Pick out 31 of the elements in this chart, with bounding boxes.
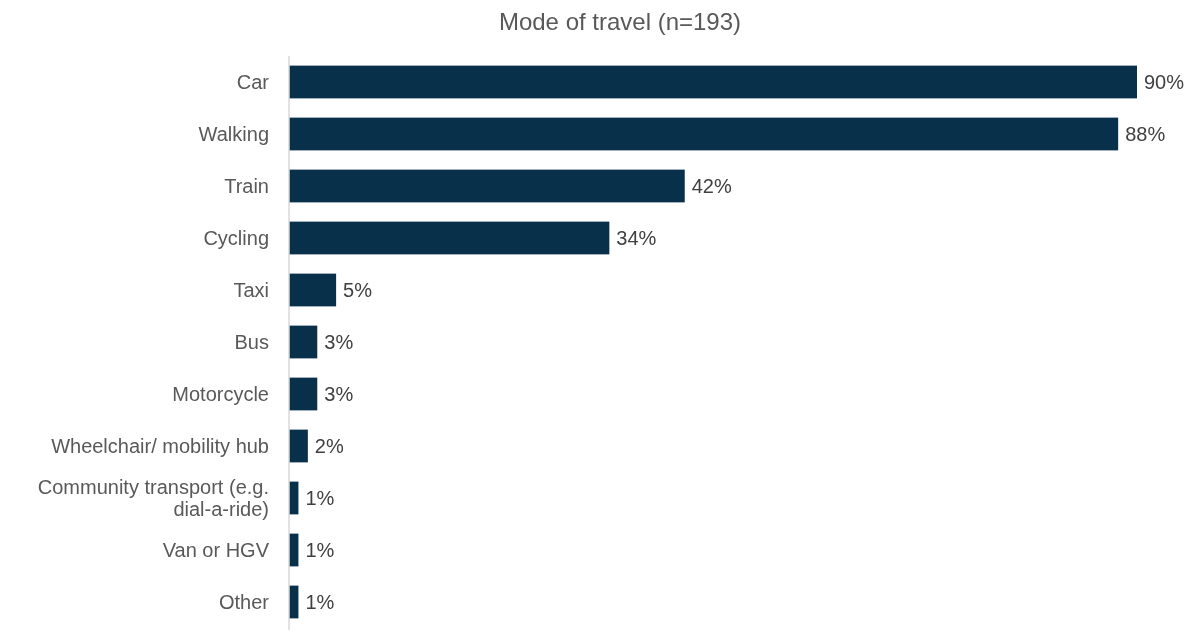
y-tick-label: Train bbox=[224, 175, 269, 197]
bar bbox=[289, 117, 1119, 151]
data-label: 1% bbox=[305, 487, 335, 509]
data-label: 3% bbox=[324, 331, 354, 353]
data-label: 1% bbox=[305, 591, 335, 613]
data-label: 5% bbox=[343, 279, 373, 301]
data-label: 1% bbox=[305, 539, 335, 561]
y-tick-label: Bus bbox=[234, 331, 269, 353]
y-tick-label: Car bbox=[236, 71, 270, 93]
y-tick-label: Van or HGV bbox=[162, 539, 270, 561]
y-tick-label: Wheelchair/ mobility hub bbox=[51, 435, 269, 457]
data-label: 2% bbox=[314, 435, 344, 457]
bar bbox=[289, 429, 308, 463]
bar bbox=[289, 377, 318, 411]
data-label: 42% bbox=[691, 175, 732, 197]
bar bbox=[289, 325, 318, 359]
bar bbox=[289, 221, 610, 255]
y-tick-label: Cycling bbox=[203, 227, 269, 249]
y-tick-label: Walking bbox=[198, 123, 269, 145]
y-tick-label: Taxi bbox=[233, 279, 269, 301]
y-tick-label: Other bbox=[218, 591, 270, 613]
data-label: 88% bbox=[1125, 123, 1166, 145]
bar bbox=[289, 65, 1137, 99]
y-tick-label: Community transport (e.g. dial-a-ride) bbox=[37, 476, 269, 520]
data-label: 90% bbox=[1144, 71, 1185, 93]
data-label: 34% bbox=[616, 227, 657, 249]
bar bbox=[289, 273, 337, 307]
y-tick-label: Motorcycle bbox=[172, 383, 269, 405]
chart-title: Mode of travel (n=193) bbox=[498, 8, 742, 35]
data-label: 3% bbox=[324, 383, 354, 405]
bar bbox=[289, 169, 685, 203]
